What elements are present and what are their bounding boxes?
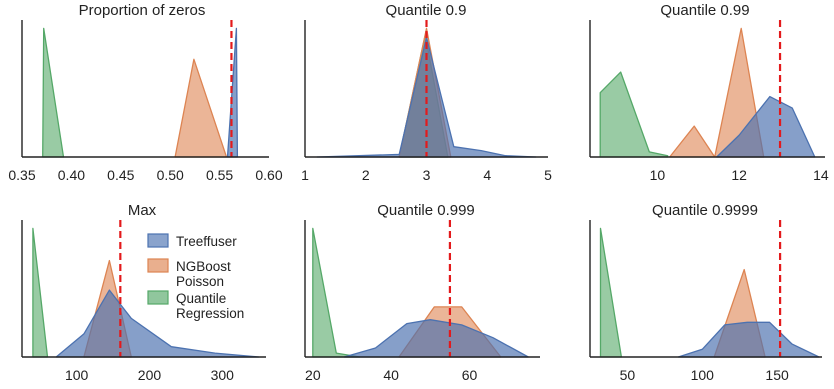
- panel-quantile-0-999: Quantile 0.999 20 40 60: [304, 202, 540, 383]
- panel-max: Max 100 200 300: [21, 202, 266, 383]
- x-tick-labels: 50 100 150: [620, 367, 789, 383]
- panel-quantile-0-9999: Quantile 0.9999 50 100 150: [589, 202, 822, 383]
- legend-label: Regression: [176, 306, 244, 321]
- x-tick-labels: 1 2 3 4 5: [301, 167, 552, 183]
- panel-title: Quantile 0.999: [377, 202, 475, 219]
- x-tick-label: 0.50: [157, 167, 184, 183]
- x-tick-label: 200: [138, 367, 162, 383]
- x-tick-label: 150: [765, 367, 789, 383]
- x-tick-label: 40: [383, 367, 399, 383]
- panel-title: Quantile 0.99: [660, 2, 749, 19]
- series-layer: [21, 20, 269, 158]
- x-tick-label: 3: [423, 167, 431, 183]
- x-tick-label: 0.60: [255, 167, 282, 183]
- x-tick-labels: 10 12 14: [650, 167, 829, 183]
- x-tick-labels: 0.35 0.40 0.45 0.50 0.55 0.60: [8, 167, 282, 183]
- legend-swatch-ngboost: [147, 258, 169, 273]
- density-quantile: [32, 227, 49, 358]
- legend-label: Quantile: [176, 291, 226, 306]
- series-layer: [589, 20, 825, 158]
- x-tick-label: 300: [211, 367, 235, 383]
- x-tick-label: 0.40: [58, 167, 85, 183]
- panel-quantile-0-9: Quantile 0.9 1 2 3 4 5: [301, 2, 552, 183]
- legend-label: Treeffuser: [176, 234, 237, 249]
- panel-title: Max: [128, 202, 157, 219]
- density-ngboost: [174, 58, 228, 158]
- panel-title: Quantile 0.9999: [652, 202, 758, 219]
- series-layer: [589, 220, 822, 358]
- panel-title: Quantile 0.9: [386, 2, 467, 19]
- x-tick-label: 100: [65, 367, 89, 383]
- density-quantile: [599, 227, 623, 358]
- x-tick-label: 5: [544, 167, 552, 183]
- legend-label: NGBoost: [176, 259, 231, 274]
- x-tick-label: 2: [362, 167, 370, 183]
- x-tick-labels: 100 200 300: [65, 367, 234, 383]
- x-tick-label: 50: [620, 367, 636, 383]
- panel-title: Proportion of zeros: [79, 2, 206, 19]
- panel-proportion-of-zeros: Proportion of zeros 0.35 0.40 0.45 0.50 0.55…: [8, 2, 282, 183]
- x-tick-label: 100: [691, 367, 715, 383]
- x-tick-label: 1: [301, 167, 309, 183]
- density-treeffuser: [677, 321, 820, 358]
- series-layer: [21, 220, 266, 358]
- x-tick-label: 4: [483, 167, 491, 183]
- x-tick-label: 0.55: [206, 167, 233, 183]
- x-tick-label: 10: [650, 167, 666, 183]
- x-tick-labels: 20 40 60: [305, 367, 477, 383]
- x-tick-label: 20: [305, 367, 321, 383]
- x-tick-label: 0.45: [107, 167, 134, 183]
- x-tick-label: 14: [813, 167, 829, 183]
- series-layer: [304, 220, 540, 358]
- series-layer: [304, 20, 548, 158]
- density-treeffuser: [343, 319, 529, 358]
- x-tick-label: 60: [462, 367, 478, 383]
- panel-quantile-0-99: Quantile 0.99 10 12 14: [589, 2, 829, 183]
- x-tick-label: 0.35: [8, 167, 35, 183]
- legend-label: Poisson: [176, 274, 224, 289]
- density-quantile: [42, 27, 65, 158]
- density-quantile: [599, 71, 669, 158]
- legend-swatch-treeffuser: [147, 233, 169, 248]
- legend-swatch-quantile: [147, 290, 169, 305]
- x-tick-label: 12: [731, 167, 747, 183]
- density-quantile: [312, 227, 361, 358]
